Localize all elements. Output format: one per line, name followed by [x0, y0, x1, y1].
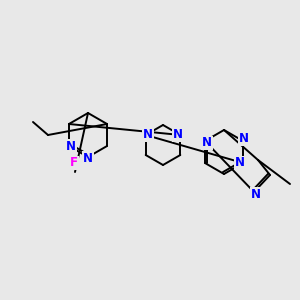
Text: N: N — [66, 140, 76, 152]
Text: N: N — [202, 136, 212, 149]
Text: F: F — [70, 157, 78, 169]
Text: N: N — [173, 128, 183, 142]
Text: N: N — [83, 152, 93, 164]
Text: N: N — [239, 133, 249, 146]
Text: N: N — [143, 128, 153, 142]
Text: N: N — [251, 188, 261, 200]
Text: N: N — [235, 157, 245, 169]
